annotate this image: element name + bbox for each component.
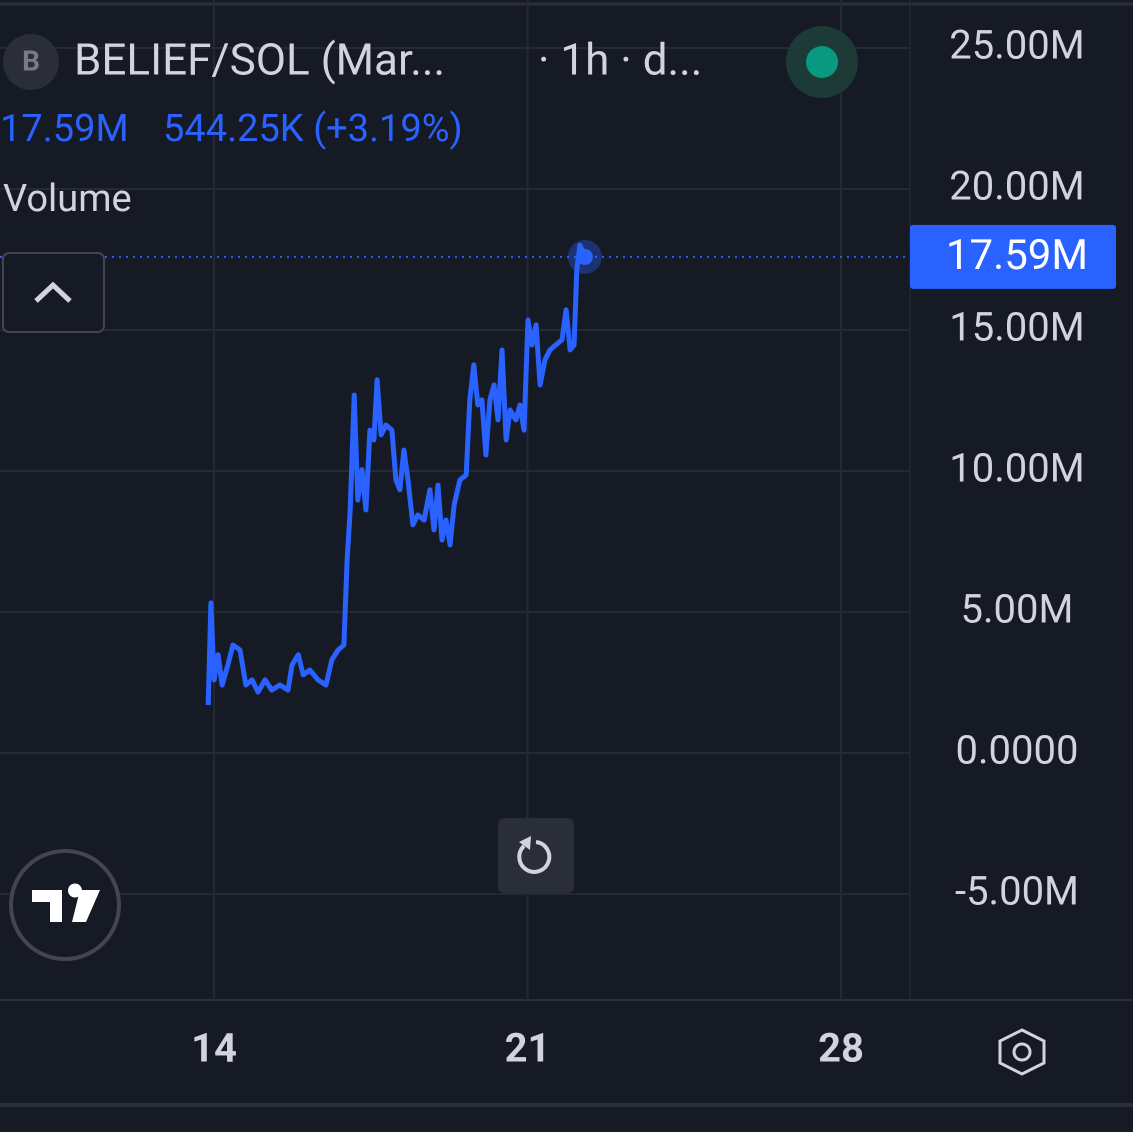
y-tick-label: 25.00M [949,22,1084,69]
last-price-label: 17.59M [946,231,1088,280]
price-change: 544.25K (+3.19%) [163,107,463,151]
settings-icon[interactable] [998,1028,1046,1076]
axes: -5.00M 0.0000 5.00M 10.00M 15.00M 20.00M 25.00… [191,22,1116,1072]
logo-mark [32,883,100,922]
indicator-label: Volume [3,177,132,221]
y-tick-label: 20.00M [949,163,1084,210]
price: 17.59M [0,107,129,151]
collapse-icon [34,281,72,303]
y-tick-label: -5.00M [955,868,1079,915]
y-tick-label: 0.0000 [956,727,1079,774]
settings-icon-center [1012,1042,1032,1062]
x-tick-label: 21 [505,1025,551,1072]
last-price-badge [910,224,1116,289]
interval[interactable]: · 1h · d... [538,34,702,86]
reset-icon [517,840,552,874]
collapse-button[interactable] [2,252,105,333]
status-dot [806,46,838,78]
symbol-icon-letter: B [22,44,40,77]
y-tick-label: 10.00M [949,445,1084,492]
reset-button[interactable] [498,818,574,893]
logo[interactable] [9,849,121,961]
x-tick-label: 28 [818,1025,864,1072]
x-tick-label: 14 [191,1025,237,1072]
symbol-icon [3,34,59,90]
last-point [576,248,593,265]
price-line [205,242,588,706]
symbol-name[interactable]: BELIEF/SOL (Mar... [74,34,445,86]
y-tick-label: 5.00M [961,586,1074,633]
reset-arrow [519,836,531,850]
grid [0,0,910,1000]
y-tick-label: 15.00M [949,304,1084,351]
plot [0,239,910,706]
